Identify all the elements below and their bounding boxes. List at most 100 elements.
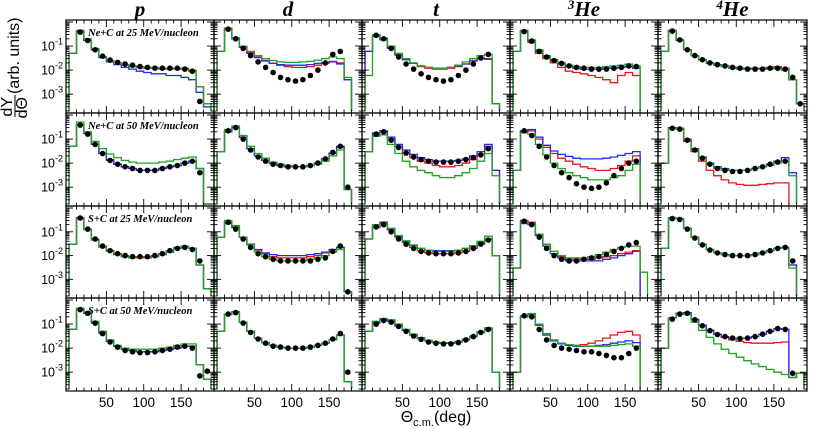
panel-r1-c0: 10-3 10-2 10-1 Ne+C at 50 MeV/nucleon — [41, 112, 215, 207]
data-point — [159, 347, 166, 354]
data-point — [626, 160, 632, 166]
data-point — [403, 61, 409, 67]
data-point — [729, 252, 736, 259]
data-point — [107, 339, 113, 345]
data-point — [485, 145, 492, 152]
column-titles: p d t 3He 4He — [133, 0, 749, 21]
data-point — [129, 349, 136, 355]
data-point — [558, 345, 565, 351]
histogram-red — [216, 311, 353, 389]
panel-r1-c4 — [657, 112, 808, 207]
panel-plot-area — [216, 309, 353, 389]
data-point — [307, 344, 314, 350]
data-point — [152, 252, 158, 259]
histogram-green — [364, 134, 501, 204]
data-point — [107, 157, 113, 164]
data-point — [596, 350, 602, 357]
data-point — [92, 47, 98, 53]
panel-plot-area — [512, 28, 641, 111]
data-point — [277, 74, 284, 81]
data-point — [152, 167, 158, 174]
data-point — [729, 335, 736, 341]
y-tick-label: 10-1 — [41, 37, 63, 54]
data-point — [528, 221, 535, 228]
data-point — [581, 65, 587, 71]
data-point — [603, 66, 610, 72]
data-point — [752, 66, 758, 72]
data-point — [182, 343, 188, 350]
data-point — [204, 368, 211, 375]
data-point — [330, 51, 336, 58]
data-point — [270, 69, 276, 76]
y-title-units: (arb. units) — [6, 18, 23, 94]
data-point — [395, 144, 402, 151]
data-point — [300, 164, 306, 170]
data-point — [707, 161, 713, 167]
y-tick-label: 10-1 — [41, 130, 63, 147]
x-tick-label: 100 — [725, 395, 748, 410]
panel-plot-area — [512, 128, 641, 204]
histogram-blue — [660, 126, 798, 204]
data-point — [425, 158, 432, 164]
data-point — [744, 167, 751, 174]
data-point — [707, 247, 713, 253]
panel-plot-area — [660, 28, 805, 111]
data-point — [543, 154, 550, 160]
data-point — [433, 76, 439, 83]
data-point — [551, 57, 557, 64]
data-point — [84, 131, 91, 137]
x-tick-label: 100 — [576, 395, 599, 410]
data-point — [528, 314, 535, 320]
data-point — [262, 340, 269, 347]
data-point — [684, 226, 691, 232]
data-point — [425, 250, 432, 256]
data-point — [337, 330, 344, 337]
panel-frame — [361, 19, 511, 114]
panel-plot-area — [660, 125, 798, 204]
data-point — [122, 61, 128, 67]
panel-plot-area — [364, 221, 501, 296]
y-tick-label: 10-1 — [41, 222, 63, 239]
x-tick-label: 100 — [428, 395, 451, 410]
panel-r3-c4: 50 100 150 — [657, 297, 808, 410]
panel-frame — [657, 297, 808, 392]
data-point — [84, 310, 91, 317]
histogram-green — [364, 317, 501, 389]
data-point — [292, 164, 299, 170]
data-point — [699, 323, 706, 329]
data-point — [247, 244, 254, 251]
data-point — [782, 326, 788, 333]
histogram-blue — [68, 123, 211, 205]
data-point — [345, 184, 351, 190]
data-point — [395, 236, 402, 242]
data-point — [107, 247, 113, 254]
panel-plot-area — [216, 219, 353, 296]
histogram-green — [660, 127, 798, 204]
data-point — [699, 56, 706, 63]
data-point — [767, 328, 773, 335]
data-point — [255, 336, 261, 342]
data-point — [174, 162, 181, 169]
data-point — [433, 159, 439, 165]
data-point — [114, 161, 121, 167]
data-point — [225, 311, 231, 317]
data-point — [345, 289, 351, 295]
panel-plot-area — [364, 317, 501, 389]
histogram-blue — [216, 28, 353, 111]
data-point — [521, 313, 527, 319]
x-tick-label: 150 — [466, 395, 489, 410]
data-point — [744, 335, 751, 341]
data-point — [573, 258, 580, 264]
panel-plot-area — [364, 129, 501, 204]
data-point — [566, 174, 572, 181]
data-point — [528, 38, 535, 44]
data-point — [167, 164, 173, 170]
data-point — [92, 320, 98, 326]
data-point — [277, 344, 284, 350]
data-point — [521, 28, 527, 35]
histogram-blue — [364, 35, 501, 111]
data-point — [122, 164, 128, 170]
data-point — [322, 340, 329, 347]
column-title: t — [433, 0, 440, 21]
x-tick-label: 50 — [543, 395, 558, 410]
